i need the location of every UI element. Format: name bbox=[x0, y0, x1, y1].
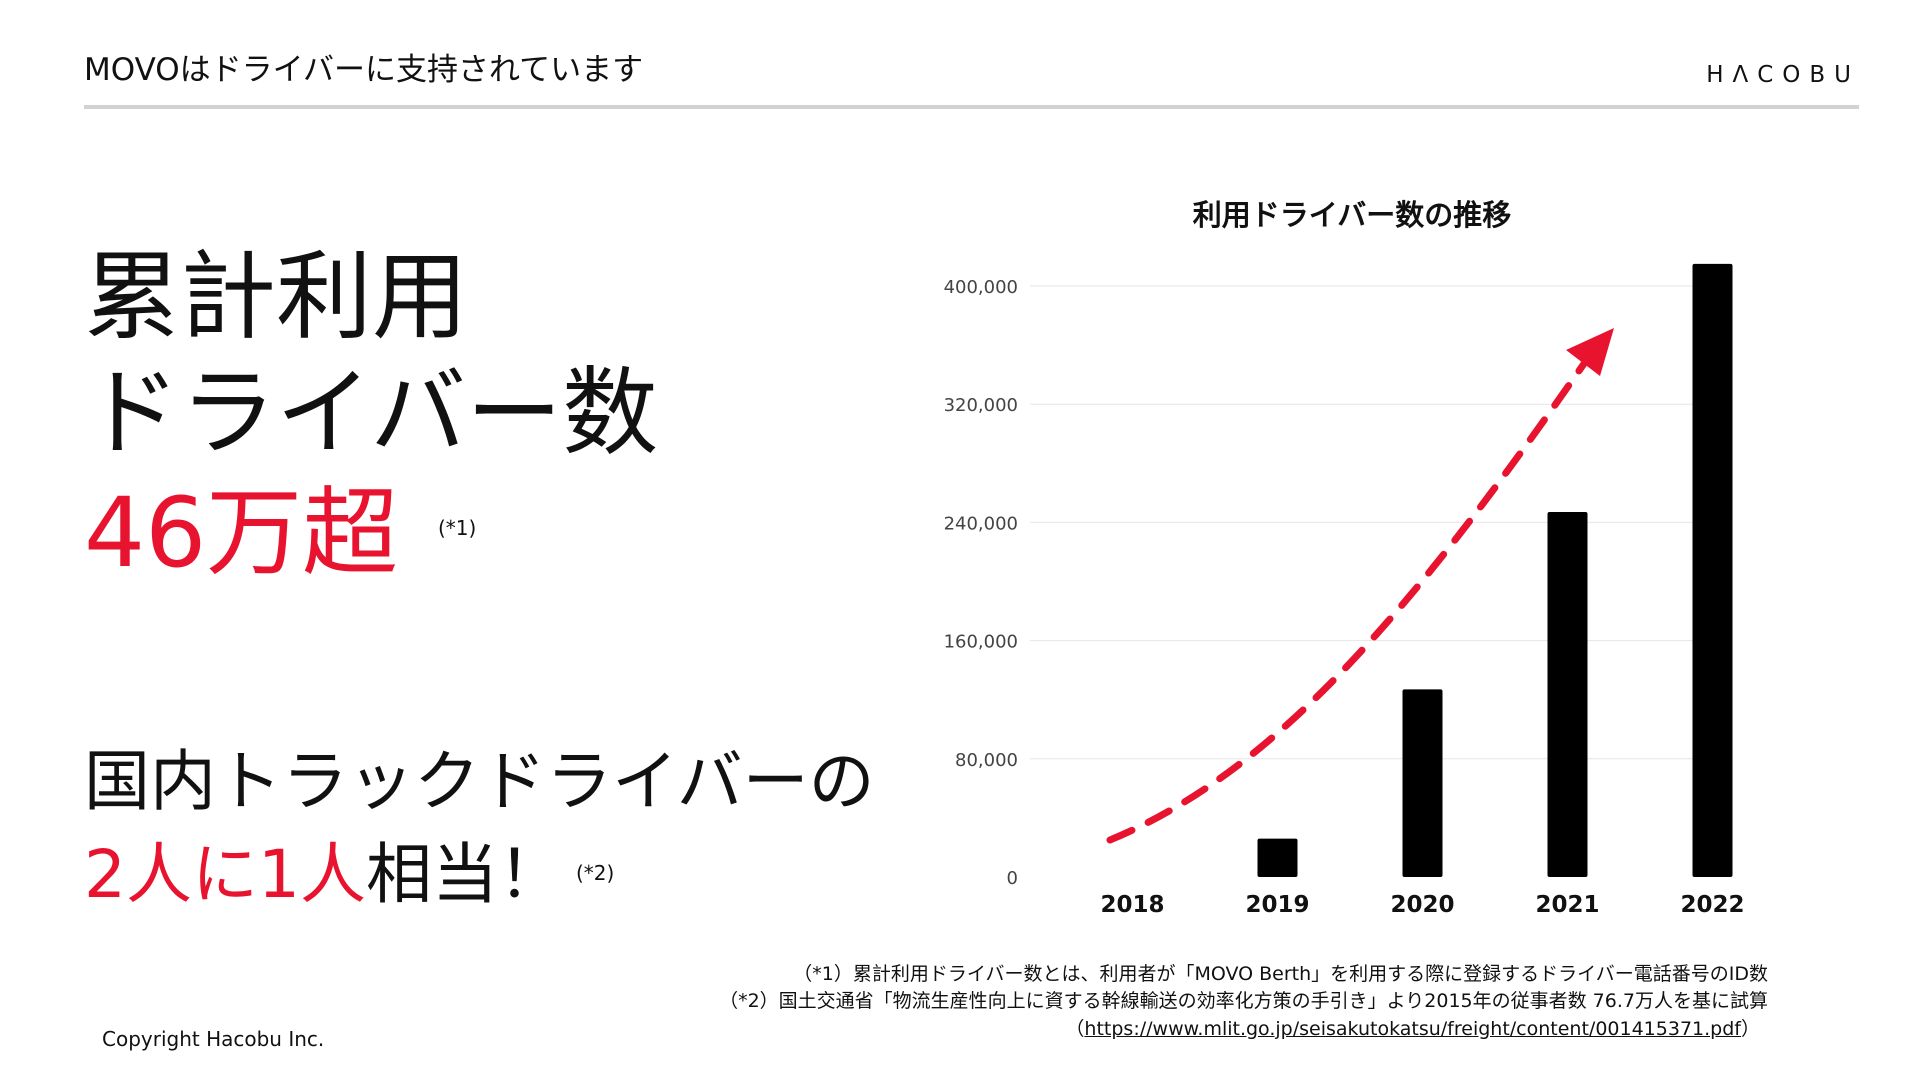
copyright: Copyright Hacobu Inc. bbox=[102, 1027, 325, 1051]
hacobu-logo: HΛCOBU bbox=[1706, 62, 1860, 88]
subheadline-ratio: 2人に1人 bbox=[84, 836, 366, 913]
footnote-1: （*1）累計利用ドライバー数とは、利用者が「MOVO Berth」を利用する際に… bbox=[793, 963, 1768, 985]
bar-2019 bbox=[1257, 838, 1298, 877]
footnote-3-close: ） bbox=[1740, 1018, 1760, 1040]
driver-count-chart: 利用ドライバー数の推移 0 80,000 160,000 240,000 320,000 4… bbox=[944, 198, 1745, 918]
trend-arrow-head bbox=[1566, 328, 1614, 376]
x-tick-label: 2021 bbox=[1535, 892, 1599, 918]
header-divider bbox=[84, 105, 1859, 109]
headline-line-1: 累計利用 bbox=[84, 241, 468, 353]
y-tick-label: 80,000 bbox=[955, 750, 1018, 771]
headline-note: (*1) bbox=[438, 516, 477, 540]
x-tick-label: 2022 bbox=[1680, 892, 1744, 918]
x-tick-label: 2018 bbox=[1100, 892, 1164, 918]
footnote-2: （*2）国土交通省「物流生産性向上に資する幹線輸送の効率化方策の手引き」より20… bbox=[719, 990, 1768, 1012]
page-title: MOVOはドライバーに支持されています bbox=[84, 52, 644, 88]
source-link[interactable]: https://www.mlit.go.jp/seisakutokatsu/fr… bbox=[1084, 1018, 1741, 1040]
y-tick-label: 240,000 bbox=[944, 513, 1018, 534]
bar-2022 bbox=[1692, 263, 1733, 877]
bar-2020 bbox=[1402, 689, 1443, 877]
subheadline-line-2: 2人に1人相当！ bbox=[84, 830, 564, 920]
y-tick-label: 0 bbox=[1007, 868, 1018, 889]
y-tick-label: 160,000 bbox=[944, 632, 1018, 653]
footnote-3-open: （ bbox=[1065, 1018, 1085, 1040]
y-tick-label: 320,000 bbox=[944, 395, 1018, 416]
trend-arrow-line bbox=[1106, 351, 1594, 844]
headline-value: 46万超 bbox=[84, 477, 399, 589]
subheadline-note: (*2) bbox=[576, 861, 615, 885]
chart-title: 利用ドライバー数の推移 bbox=[1193, 198, 1511, 232]
x-tick-label: 2020 bbox=[1390, 892, 1454, 918]
x-tick-label: 2019 bbox=[1245, 892, 1309, 918]
footnote-3: （https://www.mlit.go.jp/seisakutokatsu/f… bbox=[1065, 1015, 1760, 1043]
y-tick-label: 400,000 bbox=[944, 277, 1018, 298]
headline-line-2: ドライバー数 bbox=[84, 357, 659, 469]
subheadline-suffix: 相当！ bbox=[365, 836, 564, 913]
bar-2021 bbox=[1547, 512, 1588, 877]
subheadline-line-1: 国内トラックドライバーの bbox=[84, 743, 875, 820]
